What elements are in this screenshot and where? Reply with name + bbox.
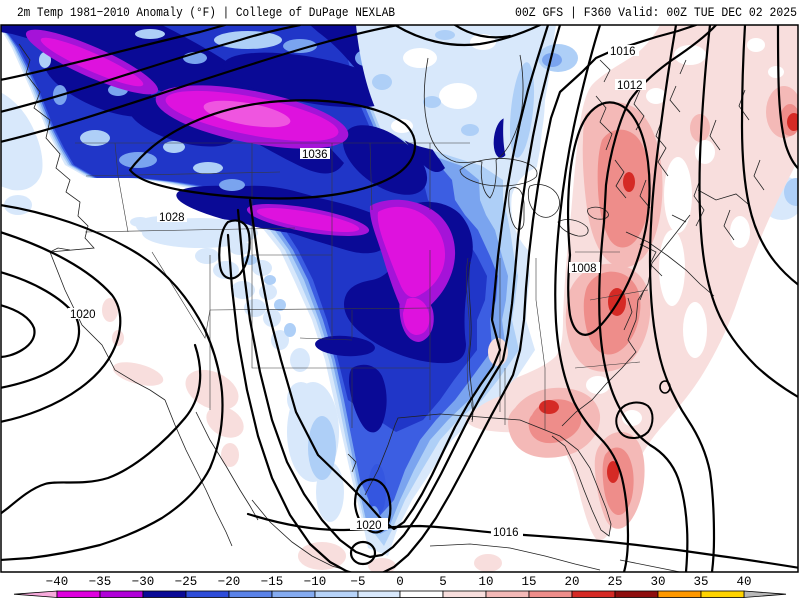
svg-text:2m Temp 1981−2010 Anomaly (°F): 2m Temp 1981−2010 Anomaly (°F) | College… (17, 5, 395, 20)
svg-text:1016: 1016 (610, 46, 636, 58)
svg-text:40: 40 (736, 575, 751, 589)
svg-text:10: 10 (478, 575, 493, 589)
svg-text:20: 20 (564, 575, 579, 589)
svg-text:−35: −35 (89, 575, 112, 589)
svg-text:−20: −20 (218, 575, 241, 589)
svg-text:1020: 1020 (70, 309, 96, 321)
svg-text:−30: −30 (132, 575, 155, 589)
svg-text:0: 0 (396, 575, 404, 589)
svg-text:−40: −40 (46, 575, 69, 589)
svg-text:1028: 1028 (159, 212, 185, 224)
svg-text:1016: 1016 (493, 527, 519, 539)
svg-text:1008: 1008 (571, 263, 597, 275)
svg-text:−15: −15 (261, 575, 284, 589)
svg-text:5: 5 (439, 575, 447, 589)
svg-text:1036: 1036 (302, 149, 328, 161)
svg-text:35: 35 (693, 575, 708, 589)
svg-text:25: 25 (607, 575, 622, 589)
svg-text:−25: −25 (175, 575, 198, 589)
svg-text:30: 30 (650, 575, 665, 589)
svg-text:00Z GFS | F360 Valid: 00Z TUE: 00Z GFS | F360 Valid: 00Z TUE DEC 02 202… (515, 5, 797, 20)
svg-text:15: 15 (521, 575, 536, 589)
svg-text:−10: −10 (304, 575, 327, 589)
svg-text:1020: 1020 (356, 520, 382, 532)
svg-text:1012: 1012 (617, 80, 643, 92)
svg-text:−5: −5 (350, 575, 365, 589)
